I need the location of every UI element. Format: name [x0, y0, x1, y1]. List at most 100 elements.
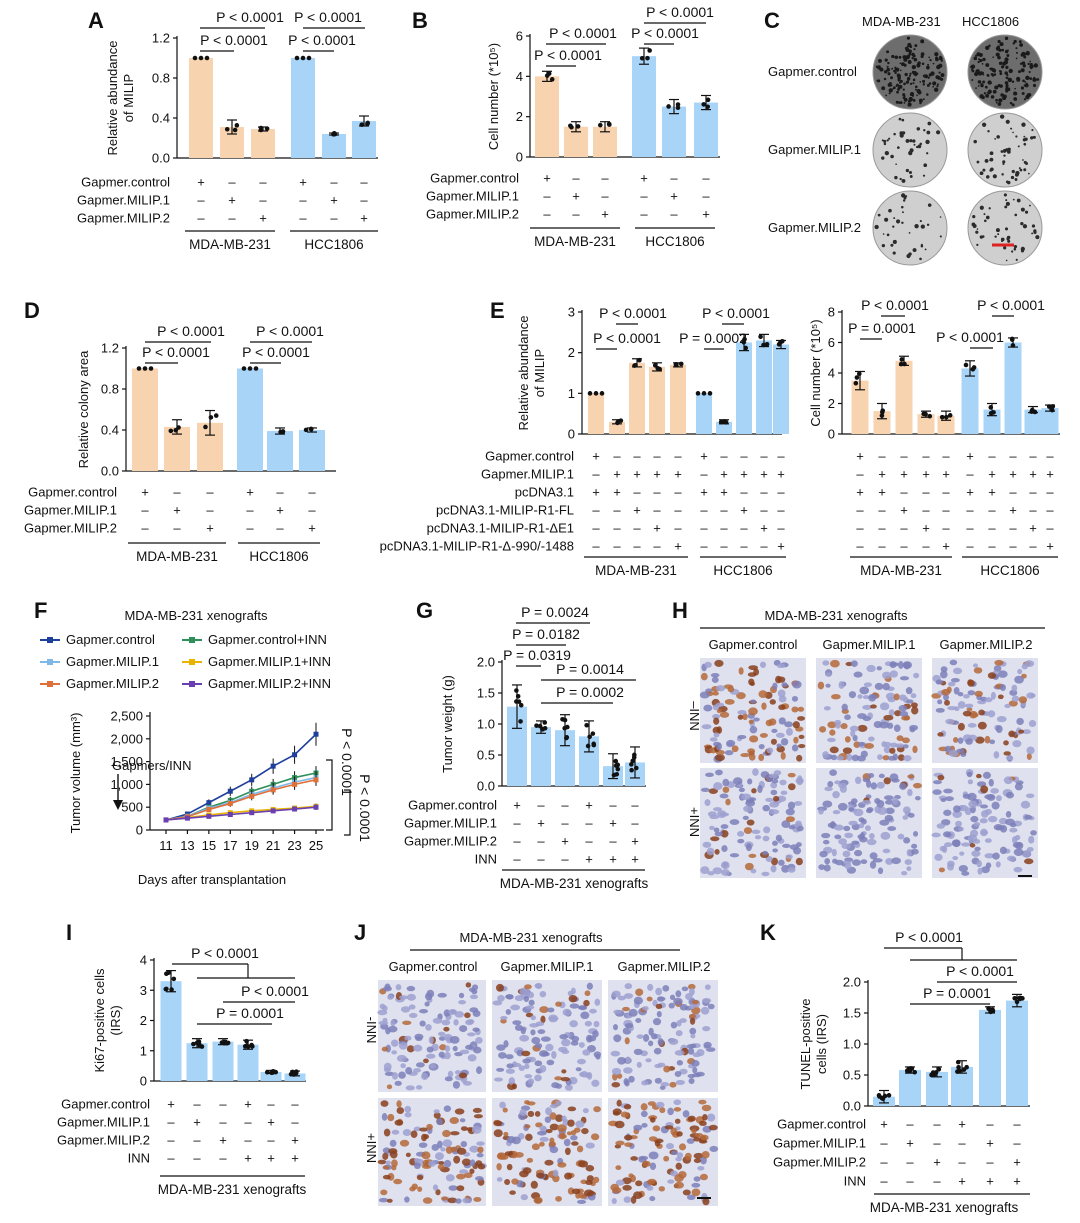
nucleus: [703, 704, 713, 712]
nucleus: [567, 1119, 575, 1127]
nucleus: [885, 857, 894, 865]
p-value-label: P < 0.0001: [216, 9, 284, 25]
nucleus: [525, 1005, 535, 1010]
colony: [994, 235, 997, 238]
data-point: [184, 815, 190, 821]
nucleus: [1006, 855, 1016, 862]
nucleus: [1018, 696, 1028, 704]
nucleus: [778, 717, 786, 725]
colony: [1007, 77, 1013, 83]
nucleus: [1003, 776, 1013, 785]
minus-sign: –: [906, 1174, 914, 1189]
colony: [1001, 173, 1004, 176]
nucleus: [836, 755, 844, 761]
nucleus: [968, 800, 978, 808]
nucleus: [842, 747, 853, 754]
nucleus: [996, 716, 1007, 723]
nucleus: [422, 1197, 433, 1204]
plus-sign: +: [167, 1097, 175, 1112]
bar: [979, 1009, 1001, 1106]
nucleus: [817, 681, 825, 690]
nucleus: [471, 1125, 482, 1134]
nucleus: [496, 1044, 506, 1051]
minus-sign: –: [167, 1151, 175, 1166]
minus-sign: –: [958, 1155, 966, 1170]
colony: [986, 92, 989, 94]
nucleus: [419, 1008, 429, 1014]
p-value-label: P < 0.0001: [200, 32, 268, 48]
nucleus: [883, 714, 894, 721]
nucleus: [889, 747, 896, 754]
minus-sign: –: [1046, 503, 1054, 518]
colony: [990, 95, 995, 99]
colony: [1029, 60, 1031, 63]
nucleus: [410, 1130, 418, 1139]
y-tick-label: 4: [828, 366, 835, 381]
data-point: [1010, 343, 1016, 348]
colony: [1024, 83, 1029, 88]
nucleus: [455, 1198, 462, 1204]
nucleus: [944, 699, 950, 706]
nucleus: [762, 835, 770, 842]
nucleus: [524, 1124, 531, 1129]
minus-sign: –: [601, 189, 609, 204]
nucleus: [729, 819, 740, 825]
data-point: [534, 723, 539, 728]
colony: [981, 95, 985, 100]
nucleus: [819, 850, 828, 858]
colony: [919, 81, 922, 83]
nucleus: [676, 1152, 684, 1159]
nucleus: [575, 1120, 585, 1128]
nucleus: [704, 661, 712, 668]
colony: [1004, 227, 1009, 231]
nucleus: [531, 1143, 540, 1151]
data-point: [923, 411, 928, 417]
colony: [920, 52, 925, 56]
colony: [981, 63, 984, 65]
colony: [922, 83, 926, 86]
colony: [1016, 77, 1021, 82]
minus-sign: –: [942, 503, 950, 518]
colony: [989, 157, 994, 162]
nucleus: [437, 1031, 446, 1037]
minus-sign: –: [299, 211, 307, 226]
nucleus: [497, 995, 505, 1002]
colony: [893, 217, 896, 220]
bar: [267, 431, 293, 471]
nucleus: [464, 1012, 471, 1019]
nucleus: [876, 781, 885, 789]
bar: [670, 364, 686, 434]
data-point: [707, 391, 713, 396]
nucleus: [594, 998, 601, 1006]
plus-sign: +: [609, 852, 617, 867]
h-row-label: +INN: [687, 807, 702, 837]
colony: [1023, 52, 1027, 56]
plus-sign: +: [601, 207, 609, 222]
colony: [898, 81, 901, 84]
colony: [928, 56, 931, 59]
nucleus: [414, 1162, 421, 1170]
nucleus: [776, 743, 782, 748]
colony: [980, 84, 984, 88]
nucleus: [524, 984, 532, 990]
plus-sign: +: [640, 171, 648, 186]
nucleus: [498, 1052, 507, 1059]
nucleus: [477, 1146, 484, 1154]
colony: [890, 154, 894, 159]
nucleus: [612, 1024, 619, 1031]
nucleus: [714, 849, 720, 855]
data-point: [630, 758, 636, 764]
y-tick-label: 0: [568, 427, 575, 442]
minus-sign: –: [878, 539, 886, 554]
plus-sign: +: [291, 1151, 299, 1166]
nucleus: [561, 1038, 571, 1047]
plus-sign: +: [958, 1117, 966, 1132]
nucleus: [882, 848, 891, 854]
nucleus: [1021, 850, 1031, 858]
nucleus: [524, 1100, 530, 1105]
condition-label: Gapmer.MILIP.1: [426, 189, 519, 204]
condition-label: Gapmer.MILIP.2: [773, 1155, 866, 1170]
nucleus: [959, 851, 965, 856]
nucleus: [776, 663, 786, 669]
nucleus: [415, 1062, 425, 1068]
